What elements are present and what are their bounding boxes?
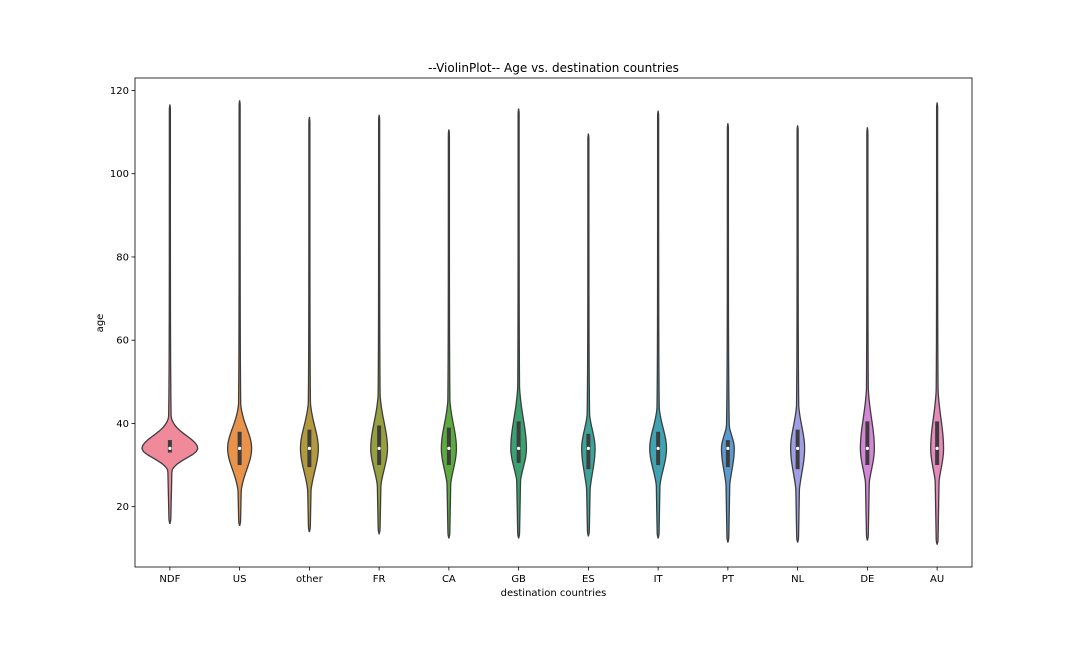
violins-group bbox=[141, 100, 945, 545]
violin-median-other bbox=[307, 446, 311, 450]
x-tick-label: AU bbox=[930, 574, 944, 585]
violin-es bbox=[581, 133, 596, 537]
violin-body-nl bbox=[790, 125, 806, 543]
y-tick-label: 100 bbox=[110, 169, 129, 180]
violin-body-de bbox=[859, 127, 876, 541]
x-tick-label: IT bbox=[654, 574, 664, 585]
x-tick-label: other bbox=[296, 574, 324, 585]
x-tick-label: NL bbox=[791, 574, 804, 585]
x-axis: NDF US other FR CA GB ES IT PT NL DE AU bbox=[159, 567, 944, 585]
violin-body-au bbox=[930, 102, 945, 545]
x-tick-label: PT bbox=[722, 574, 735, 585]
y-tick-label: 20 bbox=[116, 502, 129, 513]
violin-body-gb bbox=[510, 108, 528, 539]
violin-median-de bbox=[865, 446, 869, 450]
violin-median-es bbox=[586, 446, 590, 450]
y-tick-label: 40 bbox=[116, 419, 129, 430]
y-axis: 20 40 60 80 100 120 bbox=[110, 86, 135, 513]
violin-de bbox=[859, 127, 876, 541]
violin-body-fr bbox=[370, 114, 389, 535]
violin-median-fr bbox=[377, 446, 381, 450]
x-axis-label: destination countries bbox=[501, 588, 607, 599]
y-tick-label: 80 bbox=[116, 252, 129, 263]
y-tick-label: 120 bbox=[110, 86, 129, 97]
y-tick-label: 60 bbox=[116, 336, 129, 347]
violin-median-us bbox=[238, 446, 242, 450]
violin-median-nl bbox=[796, 446, 800, 450]
violin-ndf bbox=[141, 104, 199, 524]
violin-pt bbox=[720, 123, 735, 543]
violin-median-ndf bbox=[168, 446, 172, 450]
x-tick-label: DE bbox=[860, 574, 874, 585]
violin-fr bbox=[370, 114, 389, 535]
violin-body-pt bbox=[720, 123, 735, 543]
violin-median-au bbox=[935, 446, 939, 450]
x-tick-label: ES bbox=[582, 574, 595, 585]
violin-median-ca bbox=[447, 446, 451, 450]
violin-body-us bbox=[226, 100, 253, 527]
violin-body-es bbox=[581, 133, 596, 537]
chart-title: --ViolinPlot-- Age vs. destination count… bbox=[428, 61, 679, 75]
violin-au bbox=[930, 102, 945, 545]
plot-frame bbox=[134, 77, 973, 568]
violin-median-gb bbox=[517, 446, 521, 450]
x-tick-label: FR bbox=[373, 574, 386, 585]
x-tick-label: US bbox=[233, 574, 247, 585]
y-axis-label: age bbox=[95, 314, 106, 333]
violin-nl bbox=[790, 125, 806, 543]
violin-body-it bbox=[649, 110, 668, 539]
violin-gb bbox=[510, 108, 528, 539]
violin-body-other bbox=[299, 116, 319, 533]
x-tick-label: GB bbox=[511, 574, 526, 585]
violin-median-it bbox=[656, 446, 660, 450]
x-tick-label: NDF bbox=[159, 574, 180, 585]
violin-it bbox=[649, 110, 668, 539]
x-tick-label: CA bbox=[442, 574, 456, 585]
violin-body-ca bbox=[440, 129, 458, 539]
violin-other bbox=[299, 116, 319, 533]
violin-ca bbox=[440, 129, 458, 539]
violin-us bbox=[226, 100, 253, 527]
violin-body-ndf bbox=[141, 104, 199, 524]
violin-median-pt bbox=[726, 446, 730, 450]
